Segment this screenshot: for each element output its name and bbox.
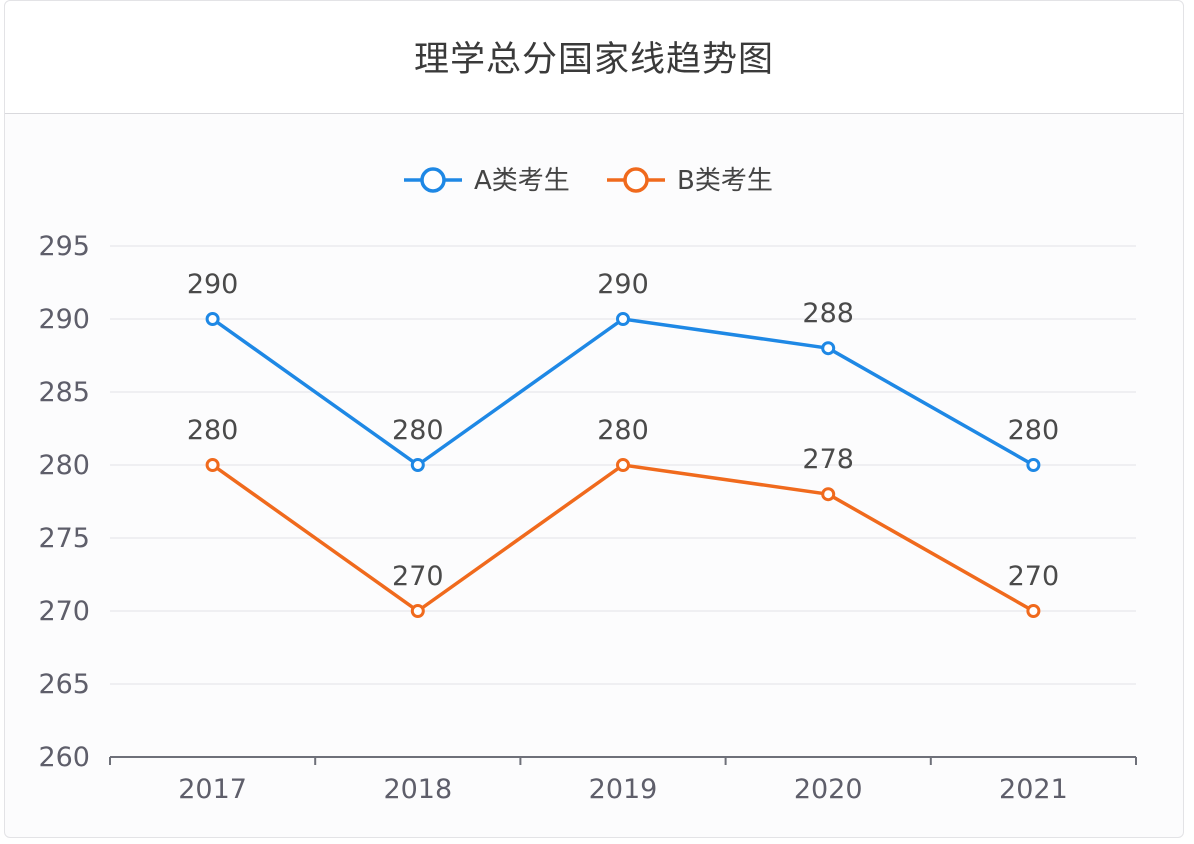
data-label: 280 [597,415,649,446]
x-tick-label: 2018 [383,774,452,805]
y-tick-label: 270 [38,596,90,627]
data-point[interactable] [205,458,220,472]
data-point[interactable] [616,312,630,326]
data-label: 270 [392,561,444,592]
x-tick-label: 2020 [794,774,863,805]
data-label: 280 [187,415,239,446]
y-tick-label: 285 [38,377,90,408]
y-tick-label: 295 [38,231,90,262]
chart-title: 理学总分国家线趋势图 [413,40,774,80]
legend-label-2[interactable]: B类考生 [677,166,773,196]
data-point[interactable] [410,458,425,472]
data-label: 280 [1008,415,1060,446]
data-point[interactable] [1026,604,1041,618]
data-point[interactable] [821,487,836,502]
legend-marker-2[interactable] [623,167,649,193]
data-point[interactable] [821,341,836,356]
x-tick-label: 2017 [178,774,247,805]
data-label: 278 [802,444,854,475]
chart-card: 理学总分国家线趋势图 [4,0,1184,838]
x-tick-label: 2021 [999,774,1068,805]
legend-marker-1[interactable] [420,167,446,193]
data-label: 288 [802,298,854,329]
data-label: 290 [187,269,239,300]
x-tick-label: 2019 [589,774,658,805]
data-label: 280 [392,415,444,446]
data-label: 290 [597,269,649,300]
y-tick-label: 280 [38,450,90,481]
y-tick-label: 260 [38,742,90,773]
data-point[interactable] [410,604,425,618]
data-label: 270 [1008,561,1060,592]
y-tick-label: 290 [38,304,90,335]
data-point[interactable] [205,312,220,326]
chart-header: 理学总分国家线趋势图 [5,1,1183,114]
y-tick-label: 265 [38,669,90,700]
data-point[interactable] [1026,458,1041,472]
legend-label-1[interactable]: A类考生 [474,166,570,196]
y-tick-label: 275 [38,523,90,554]
data-point[interactable] [616,458,630,472]
